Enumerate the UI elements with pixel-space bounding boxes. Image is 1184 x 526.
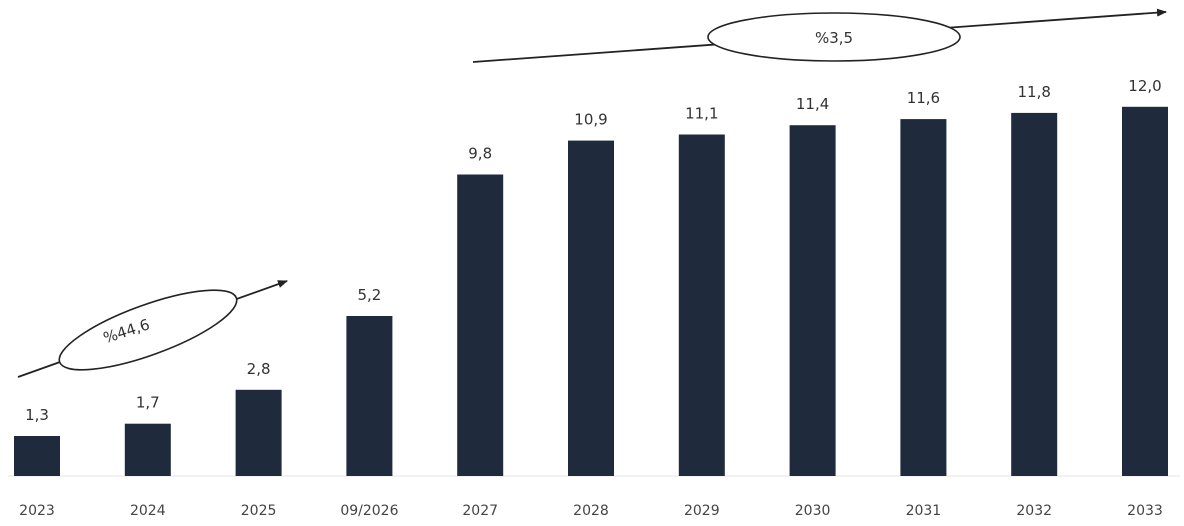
category-label: 2033 (1127, 503, 1163, 519)
value-label: 11,1 (685, 105, 718, 123)
value-label: 10,9 (574, 111, 607, 129)
bar-2029 (678, 134, 725, 476)
bar-2033 (1122, 106, 1168, 477)
category-label: 09/2026 (340, 503, 398, 519)
value-label: 11,8 (1017, 83, 1050, 101)
category-label: 2028 (573, 503, 609, 519)
growth-annotation-late: %3,5 (472, 8, 1167, 63)
bars-group (14, 106, 1168, 477)
bar-2030 (789, 125, 836, 476)
value-label: 11,4 (796, 95, 829, 113)
bar-2025 (235, 389, 282, 476)
value-label: 1,3 (25, 406, 49, 424)
bar-2031 (900, 119, 947, 476)
category-label: 2025 (241, 503, 277, 519)
value-label: 9,8 (468, 145, 492, 163)
growth-ellipse-early (58, 289, 238, 371)
value-label: 5,2 (357, 286, 381, 304)
growth-ellipse-late (707, 12, 961, 62)
value-label: 2,8 (247, 360, 271, 378)
bar-2032 (1011, 112, 1058, 477)
value-label: 11,6 (907, 89, 940, 107)
bar-2028 (568, 140, 614, 476)
bar-2027 (457, 174, 504, 476)
category-label: 2023 (19, 503, 55, 519)
growth-annotation-early: %44,6 (17, 280, 288, 378)
category-labels-group: 2023 2024 2025 09/2026 2027 2028 2029 2030 2031 2… (19, 503, 1163, 519)
category-label: 2032 (1016, 503, 1052, 519)
growth-label-late: %3,5 (815, 29, 853, 47)
value-label: 1,7 (136, 394, 160, 412)
category-label: 2030 (795, 503, 831, 519)
bar-2024 (124, 423, 171, 476)
value-label: 12,0 (1128, 77, 1161, 95)
category-label: 2031 (906, 503, 942, 519)
bar-09-2026 (346, 316, 393, 476)
category-label: 2024 (130, 503, 166, 519)
value-labels-group: 1,3 1,7 2,8 5,2 9,8 10,9 11,1 11,4 11,6 11,8 12,0 (25, 77, 1162, 424)
category-label: 2029 (684, 503, 720, 519)
bar-2023 (14, 436, 60, 476)
category-label: 2027 (462, 503, 498, 519)
